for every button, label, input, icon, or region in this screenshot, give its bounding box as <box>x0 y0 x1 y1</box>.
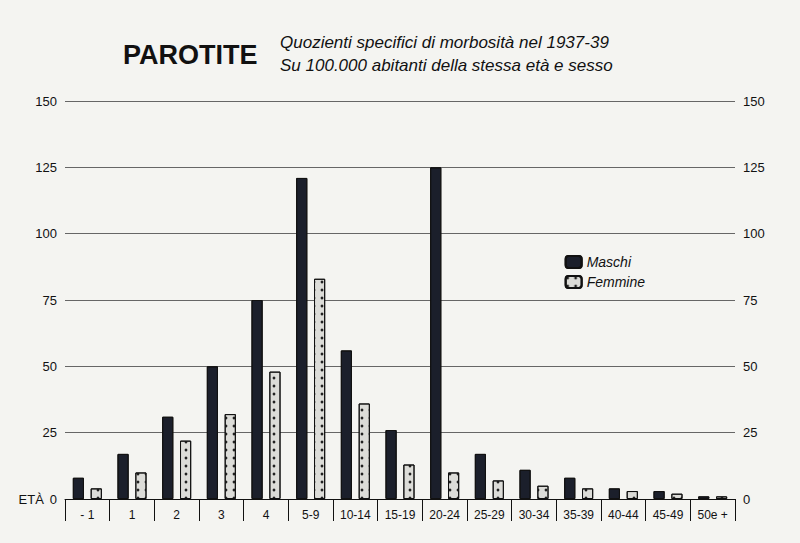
svg-text:50: 50 <box>43 359 57 374</box>
svg-text:35-39: 35-39 <box>563 508 594 522</box>
svg-text:10-14: 10-14 <box>340 508 371 522</box>
svg-text:Femmine: Femmine <box>587 274 646 290</box>
svg-text:30-34: 30-34 <box>519 508 550 522</box>
svg-text:45-49: 45-49 <box>653 508 684 522</box>
svg-text:100: 100 <box>743 226 765 241</box>
svg-text:ETÀ: ETÀ <box>19 492 45 507</box>
svg-text:PAROTITE: PAROTITE <box>123 40 258 70</box>
svg-text:0: 0 <box>743 492 750 507</box>
svg-text:125: 125 <box>35 160 57 175</box>
svg-text:20-24: 20-24 <box>429 508 460 522</box>
svg-text:40-44: 40-44 <box>608 508 639 522</box>
svg-text:3: 3 <box>218 508 225 522</box>
svg-text:75: 75 <box>743 293 757 308</box>
svg-text:Maschi: Maschi <box>587 254 632 270</box>
svg-text:2: 2 <box>173 508 180 522</box>
svg-text:Quozienti specifici di morbosi: Quozienti specifici di morbosità nel 193… <box>280 33 609 52</box>
svg-text:50e +: 50e + <box>697 508 727 522</box>
svg-text:25: 25 <box>743 425 757 440</box>
svg-text:100: 100 <box>35 226 57 241</box>
svg-text:4: 4 <box>263 508 270 522</box>
svg-text:150: 150 <box>743 94 765 109</box>
svg-text:25-29: 25-29 <box>474 508 505 522</box>
svg-text:125: 125 <box>743 160 765 175</box>
svg-text:15-19: 15-19 <box>385 508 416 522</box>
svg-text:25: 25 <box>43 425 57 440</box>
svg-text:Su 100.000 abitanti della stes: Su 100.000 abitanti della stessa età e s… <box>280 56 613 75</box>
svg-text:50: 50 <box>743 359 757 374</box>
svg-text:0: 0 <box>50 492 57 507</box>
svg-text:1: 1 <box>129 508 136 522</box>
svg-text:150: 150 <box>35 94 57 109</box>
svg-text:5-9: 5-9 <box>302 508 320 522</box>
svg-text:75: 75 <box>43 293 57 308</box>
svg-text:- 1: - 1 <box>80 508 94 522</box>
